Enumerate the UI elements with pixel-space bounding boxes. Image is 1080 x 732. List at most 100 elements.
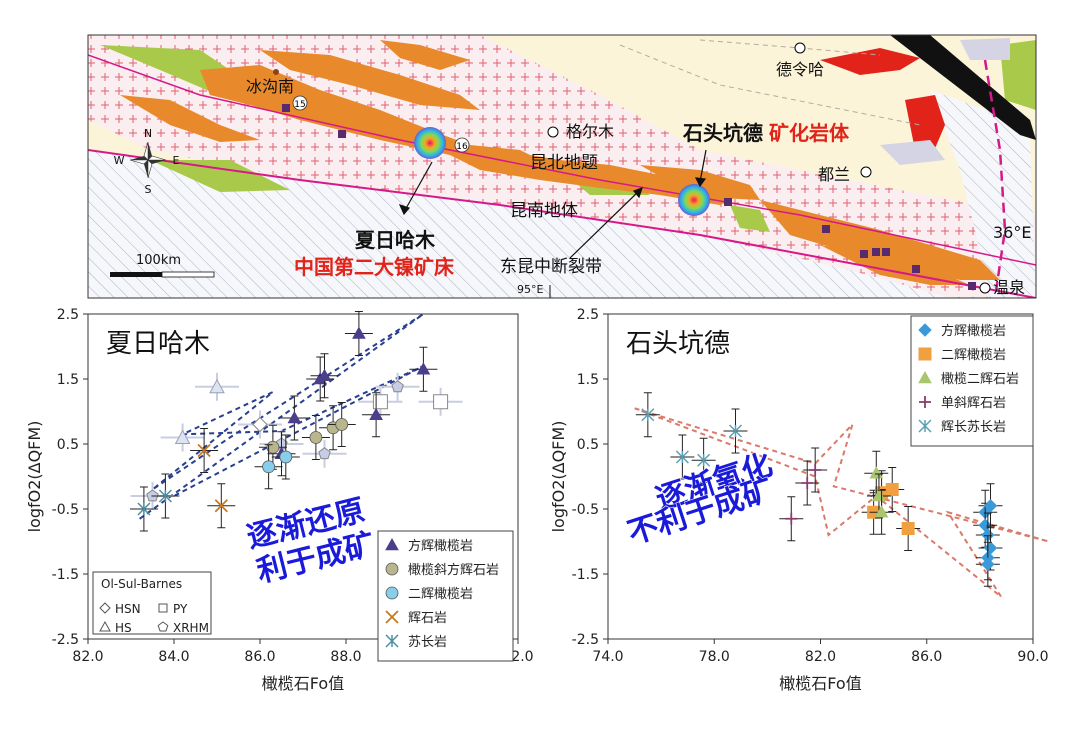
x-tick-label: 88.0: [330, 649, 361, 665]
ref-point: [252, 416, 268, 433]
golmud-label: 格尔木: [566, 122, 614, 141]
x-tick-label: 74.0: [592, 649, 623, 665]
y-tick-label: -0.5: [572, 502, 599, 518]
data-point: [262, 460, 276, 474]
data-point: [901, 522, 915, 535]
data-point: [874, 505, 889, 518]
ref-point: [174, 429, 191, 444]
x-tick-label: 82.0: [805, 649, 836, 665]
deposit-marker: [724, 198, 732, 206]
y-tick-label: -1.5: [52, 567, 79, 583]
compass-s: S: [145, 183, 152, 196]
compass-rose: N S E W: [114, 127, 180, 196]
y-tick-label: 1.5: [577, 372, 599, 388]
deposit-marker: [860, 250, 868, 258]
legend-label: 二辉橄榄岩: [941, 347, 1006, 363]
chart-title: 夏日哈木: [106, 329, 210, 359]
deposit-markers: [282, 104, 976, 290]
ref-legend-label: HS: [115, 621, 132, 635]
data-point: [369, 407, 383, 421]
kunnan-label: 昆南地体: [510, 201, 578, 221]
ref-legend-label: PY: [173, 602, 188, 616]
y-tick-label: -2.5: [52, 632, 79, 648]
geological-map: 15 16: [88, 35, 1036, 298]
legend-marker: [918, 419, 932, 433]
y-tick-label: -2.5: [572, 632, 599, 648]
data-point: [197, 443, 211, 458]
data-point: [287, 410, 302, 424]
data-point: [801, 477, 814, 489]
legend-marker: [385, 634, 399, 648]
data-point: [352, 326, 366, 339]
lat-label: 36°E: [993, 223, 1031, 242]
ref-legend-marker: [99, 602, 111, 614]
scale-bar: 100km: [110, 253, 215, 278]
ref-legend-marker: [158, 603, 168, 613]
x-tick-label: 90.0: [1017, 649, 1048, 665]
data-point: [785, 512, 798, 525]
ref-legend-box: [92, 571, 212, 635]
legend-label: 苏长岩: [408, 634, 447, 650]
ref-legend-marker: [157, 621, 169, 632]
legend-marker: [919, 396, 931, 408]
y-tick-label: 2.5: [577, 307, 599, 323]
site-16-label: 16: [456, 142, 468, 152]
delingha-marker: [794, 42, 806, 54]
legend-marker: [385, 562, 399, 576]
deposit-marker: [338, 130, 346, 138]
data-point: [137, 502, 151, 516]
ref-legend-title: Ol-Sul-Barnes: [101, 577, 182, 591]
x-axis-label: 橄榄石Fo值: [262, 674, 344, 693]
legend-marker: [385, 537, 399, 551]
y-tick-label: -0.5: [52, 502, 79, 518]
data-point: [675, 450, 689, 464]
x-tick-label: 84.0: [158, 649, 189, 665]
ref-point: [146, 489, 159, 502]
legend-label: 二辉橄榄岩: [408, 586, 473, 602]
dulan-label: 都兰: [818, 165, 850, 184]
legend-label: 橄榄二辉石岩: [941, 371, 1019, 387]
data-point: [309, 431, 323, 444]
dulan-marker: [860, 166, 872, 178]
compass-w: W: [114, 154, 125, 167]
xrhm-hotspot: [414, 127, 446, 159]
legend-label: 方辉橄榄岩: [408, 538, 473, 554]
wenquan-label: 温泉: [993, 278, 1025, 297]
x-tick-label: 78.0: [699, 649, 730, 665]
lon-label: 95°E: [517, 283, 543, 296]
stkd-map-title-sub: 矿化岩体: [769, 121, 850, 145]
ref-point: [391, 380, 404, 393]
stkd-hotspot: [678, 184, 710, 216]
x-axis-label: 橄榄石Fo值: [779, 674, 861, 693]
ref-legend-marker: [99, 620, 111, 632]
legend-label: 辉长苏长岩: [941, 419, 1006, 435]
legend-label: 橄榄斜方辉石岩: [408, 562, 499, 578]
y-tick-label: 0.5: [57, 437, 79, 453]
legend-marker: [918, 323, 932, 337]
deposit-marker: [912, 265, 920, 273]
chart-xrhm: 82.084.086.088.090.092.0-2.5-1.5-0.50.51…: [25, 307, 534, 693]
y-tick-label: -1.5: [572, 567, 599, 583]
data-point: [697, 453, 711, 467]
data-point: [335, 418, 349, 431]
legend-marker: [385, 586, 399, 600]
binggounan-marker: [273, 69, 279, 75]
ref-legend-label: XRHM: [173, 621, 209, 635]
data-point: [809, 464, 822, 476]
scale-label: 100km: [136, 253, 181, 268]
binggounan-label: 冰沟南: [246, 77, 294, 96]
y-axis-label: logfO2(ΔQFM): [25, 421, 44, 533]
legend-label: 方辉橄榄岩: [941, 323, 1006, 339]
deposit-marker: [282, 104, 290, 112]
fault-label: 东昆中断裂带: [500, 257, 602, 277]
legend-marker: [918, 370, 932, 384]
trend-envelope: [634, 407, 1050, 598]
compass-n: N: [144, 127, 152, 140]
deposit-marker: [872, 248, 880, 256]
data-point: [279, 450, 293, 464]
stkd-map-title-main: 石头坑德: [682, 121, 763, 145]
legend-label: 辉石岩: [408, 611, 447, 626]
data-point: [214, 499, 228, 513]
